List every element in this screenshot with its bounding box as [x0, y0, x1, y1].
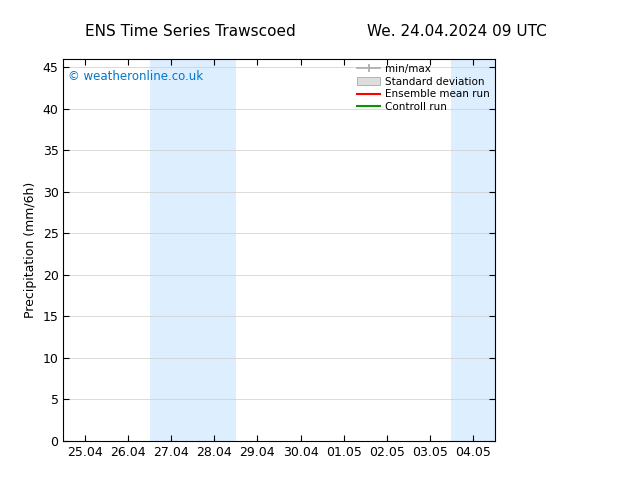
Text: © weatheronline.co.uk: © weatheronline.co.uk	[68, 70, 203, 83]
Legend: min/max, Standard deviation, Ensemble mean run, Controll run: min/max, Standard deviation, Ensemble me…	[356, 62, 491, 114]
Y-axis label: Precipitation (mm/6h): Precipitation (mm/6h)	[24, 182, 37, 318]
Bar	[451, 59, 495, 441]
Bar	[150, 59, 236, 441]
Text: We. 24.04.2024 09 UTC: We. 24.04.2024 09 UTC	[366, 24, 547, 40]
Text: ENS Time Series Trawscoed: ENS Time Series Trawscoed	[85, 24, 295, 40]
